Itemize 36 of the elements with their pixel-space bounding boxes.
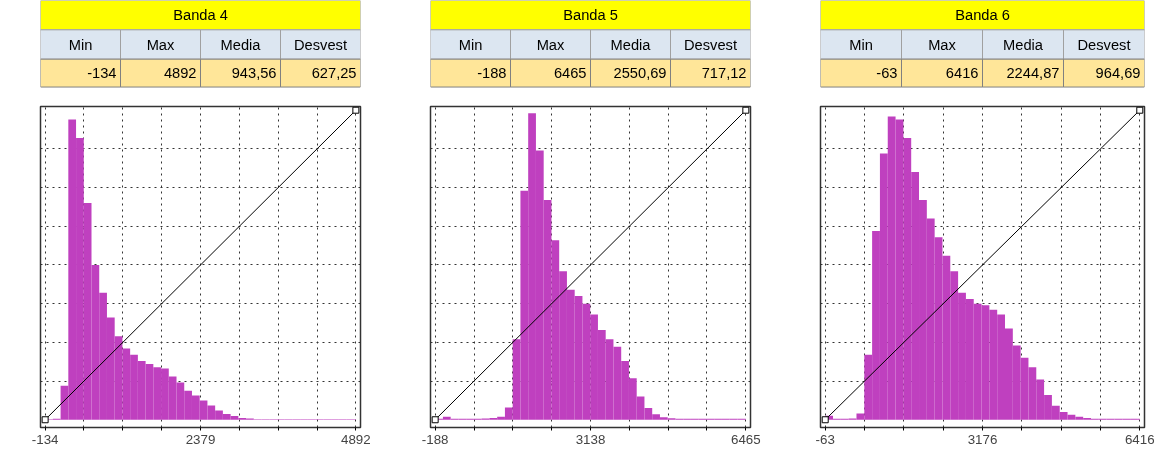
text: Desvest [1077,36,1131,53]
text: Desvest [294,36,347,53]
text: 717,12 [701,65,747,82]
chart-title: Banda 4 [173,7,228,24]
text: Min [68,36,93,53]
text: 4892 [163,65,197,82]
x-tick-label: -63 [815,431,835,447]
text: -63 [876,65,898,82]
x-tick-label: -134 [31,431,60,447]
text: 943,56 [231,65,277,82]
text: Desvest [684,36,737,53]
text: Min [849,36,873,53]
text: Min [458,36,483,53]
x-tick-label: -188 [421,431,449,447]
text: 2244,87 [1006,65,1060,82]
text: -134 [87,65,117,82]
text: Max [146,36,176,53]
x-tick-label: 6465 [731,431,761,447]
text: Media [1003,36,1044,53]
chart-title: Banda 5 [563,7,618,24]
text: 6465 [553,65,587,82]
text: 964,69 [1095,65,1141,82]
text: Max [928,36,957,53]
text: Media [220,36,262,53]
text: 6416 [945,65,979,82]
text: Max [536,36,566,53]
x-tick-label: 4892 [341,431,371,447]
text: 2550,69 [613,65,667,82]
text: 627,25 [311,65,357,82]
text: -188 [477,65,507,82]
chart-title: Banda 6 [955,7,1010,24]
text: Media [610,36,652,53]
x-tick-label: 3138 [575,431,606,447]
x-tick-label: 2379 [185,431,216,447]
x-tick-label: 6416 [1124,431,1155,447]
x-tick-label: 3176 [967,431,998,447]
